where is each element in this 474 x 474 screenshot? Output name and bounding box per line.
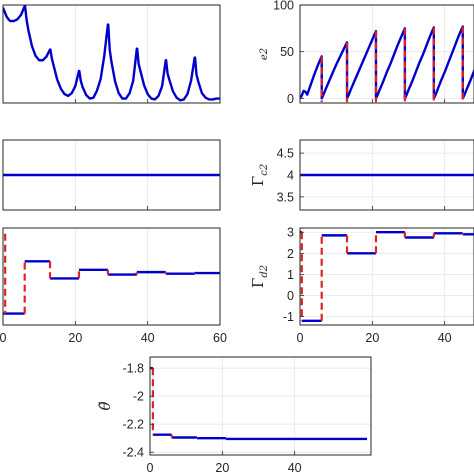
y-tick-label: -2.4	[122, 446, 144, 460]
y-tick-label: -1.8	[122, 362, 144, 376]
panel-bottom-left: 0 20 40 60	[0, 227, 227, 345]
series-line-dashed	[4, 233, 196, 314]
series-line-dashed	[151, 368, 199, 439]
series-line-solid	[300, 25, 474, 100]
y-axis-label: e2	[259, 48, 270, 60]
y-tick-label: 2	[287, 247, 294, 261]
series-line-solid	[3, 260, 220, 315]
y-tick-label: 1	[287, 268, 294, 282]
y-tick-label: -2.2	[122, 418, 144, 432]
axes-frame	[2, 4, 221, 104]
y-tick-label: 4	[287, 169, 294, 183]
series-line-solid	[150, 367, 367, 441]
y-axis-label: θ̃	[96, 401, 114, 410]
series-line-solid	[3, 5, 220, 102]
axes-frame	[299, 227, 474, 326]
y-tick-label: -1	[283, 310, 294, 324]
y-axis-label: Γc2	[249, 164, 270, 186]
y-tick-label: 3.5	[277, 190, 294, 204]
x-tick-label: 40	[438, 331, 452, 345]
panel-top-left	[2, 4, 221, 104]
panel-top-right: 0 50 100 e2	[259, 0, 474, 106]
y-tick-label: 0	[287, 289, 294, 303]
y-tick-label: 50	[280, 45, 294, 59]
x-tick-label: 0	[0, 331, 7, 345]
x-tick-label: 20	[365, 331, 379, 345]
axes-frame	[149, 356, 372, 456]
y-tick-label: -2	[133, 390, 144, 404]
x-tick-label: 0	[297, 331, 304, 345]
series-line-dashed	[300, 232, 464, 321]
x-tick-label: 20	[68, 331, 82, 345]
panel-middle-left	[2, 139, 221, 211]
panel-middle-right: 3.5 4 4.5 Γc2	[249, 139, 474, 211]
series-line-solid	[300, 231, 474, 322]
y-tick-label: 3	[287, 226, 294, 240]
y-axis-label: Γd2	[249, 265, 270, 288]
y-tick-label: 100	[273, 0, 294, 13]
panel-bottom-center: -2.4 -2.2 -2 -1.8 0 20 40 θ̃	[96, 356, 372, 474]
x-tick-label: 20	[215, 461, 229, 474]
axes-frame	[299, 4, 474, 104]
axes-frame	[2, 227, 221, 326]
x-tick-label: 0	[147, 461, 154, 474]
x-tick-label: 40	[141, 331, 155, 345]
series-line-dashed	[320, 26, 464, 103]
y-tick-label: 4.5	[277, 147, 294, 161]
y-tick-label: 0	[287, 92, 294, 106]
x-tick-label: 60	[213, 331, 227, 345]
axes-frame	[2, 139, 221, 211]
x-tick-label: 40	[288, 461, 302, 474]
